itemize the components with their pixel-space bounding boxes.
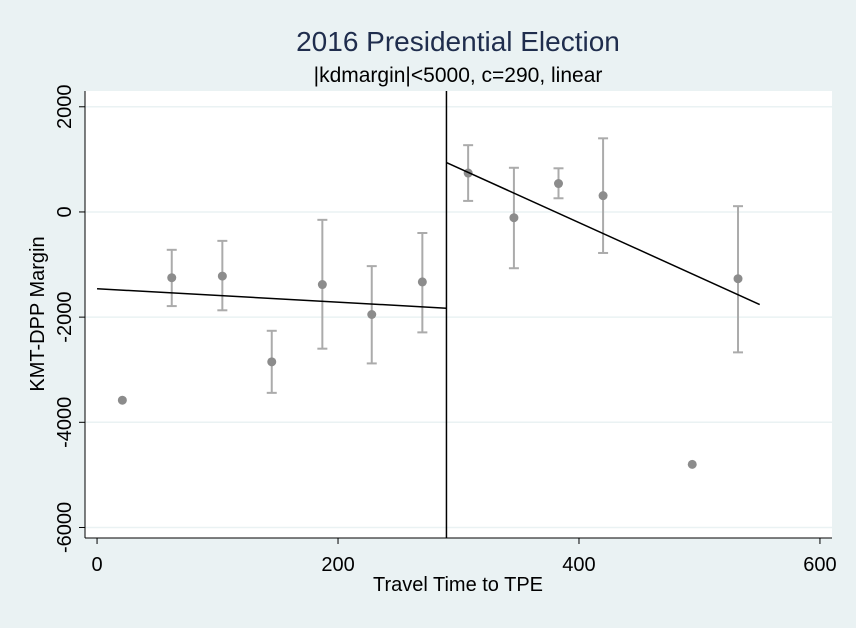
grid-layer bbox=[85, 106, 832, 529]
data-point bbox=[367, 310, 377, 319]
chart-subtitle: |kdmargin|<5000, c=290, linear bbox=[314, 64, 603, 87]
x-tick-label: 400 bbox=[562, 554, 595, 576]
axes-layer bbox=[79, 91, 832, 544]
data-point bbox=[317, 280, 327, 290]
chart-title: 2016 Presidential Election bbox=[296, 26, 620, 57]
x-axis-label: Travel Time to TPE bbox=[373, 574, 543, 596]
x-tick-label: 0 bbox=[91, 554, 102, 576]
fit-line bbox=[97, 287, 447, 309]
fit-line bbox=[446, 161, 761, 306]
plot-area bbox=[85, 91, 832, 538]
tick-labels: -6000 -4000 -2000 0 2000 0 200 400 600 bbox=[54, 85, 837, 576]
y-tick-label: 2000 bbox=[54, 85, 76, 130]
y-tick-label: 0 bbox=[54, 206, 76, 217]
data-point bbox=[117, 395, 127, 405]
y-tick-label: -2000 bbox=[54, 292, 76, 343]
y-axis-label: KMT-DPP Margin bbox=[27, 236, 49, 391]
x-tick-label: 600 bbox=[803, 554, 836, 576]
data-point bbox=[509, 213, 519, 223]
data-point bbox=[217, 271, 227, 281]
data-point bbox=[733, 274, 743, 284]
data-point bbox=[167, 273, 177, 283]
data-point bbox=[687, 459, 697, 469]
y-tick-label: -6000 bbox=[54, 502, 76, 553]
y-tick-label: -4000 bbox=[54, 397, 76, 448]
x-tick-label: 200 bbox=[321, 554, 354, 576]
data-point bbox=[598, 191, 608, 201]
data-point bbox=[417, 277, 427, 287]
data-point bbox=[267, 357, 277, 367]
data-point bbox=[554, 179, 564, 189]
fit-lines bbox=[97, 161, 761, 309]
